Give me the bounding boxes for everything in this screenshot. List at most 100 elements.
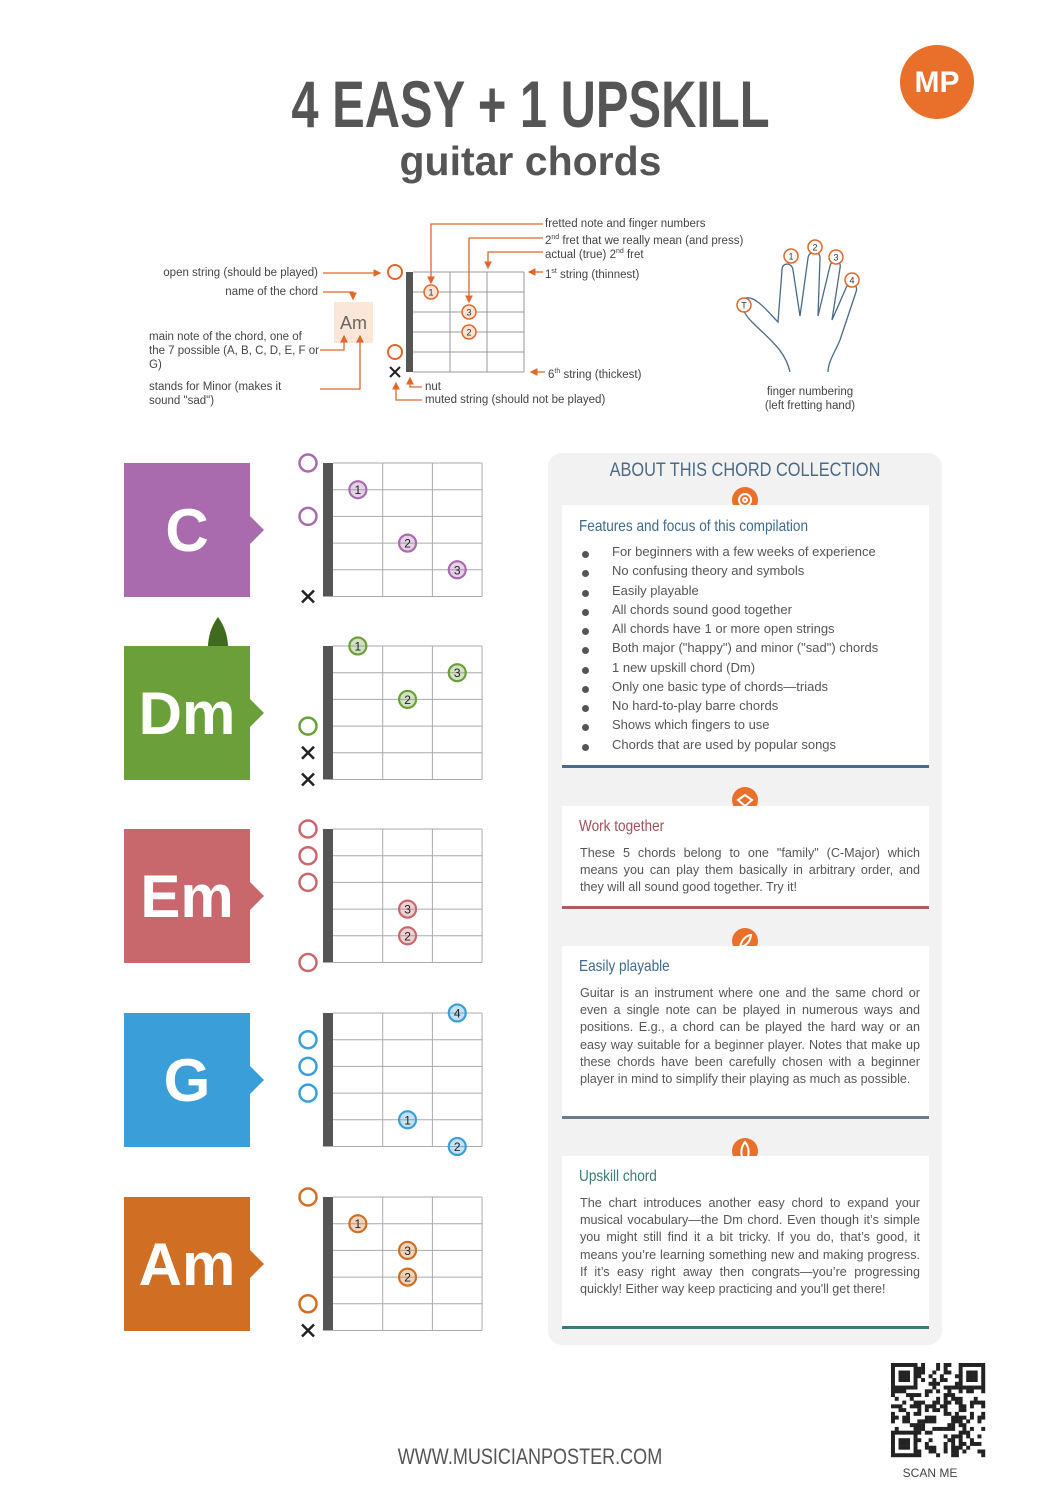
- qr-cell: [909, 1396, 914, 1401]
- card-heading: Features and focus of this compilation: [579, 518, 809, 535]
- qr-cell: [969, 1426, 974, 1431]
- qr-cell: [909, 1404, 914, 1409]
- fretted-note-ring: [398, 926, 418, 946]
- qr-cell: [962, 1430, 967, 1435]
- qr-cell: [943, 1445, 948, 1450]
- qr-cell: [977, 1441, 982, 1446]
- card-heading: Upskill chord: [579, 1168, 657, 1185]
- qr-cell: [943, 1393, 948, 1398]
- qr-cell: [902, 1415, 907, 1420]
- text: actual (true): [545, 248, 610, 261]
- qr-cell: [954, 1411, 959, 1416]
- qr-cell: [913, 1366, 918, 1371]
- qr-cell: [894, 1415, 899, 1420]
- legend-dot: [423, 284, 439, 300]
- finger-number: 1: [355, 1217, 362, 1231]
- open-string: [298, 1056, 318, 1077]
- qr-cell: [932, 1370, 937, 1375]
- qr-cell: [902, 1363, 907, 1367]
- qr-cell: [947, 1426, 952, 1431]
- qr-cell: [917, 1408, 922, 1413]
- legend-label: fretted note and finger numbers: [545, 218, 706, 230]
- qr-cell: [928, 1419, 933, 1424]
- qr-cell: [909, 1393, 914, 1398]
- qr-cell: [981, 1453, 986, 1458]
- legend-open: [387, 264, 403, 280]
- qr-cell: [894, 1426, 899, 1431]
- title: 4 EASY + 1 UPSKILL: [291, 67, 770, 141]
- qr-cell: [962, 1415, 967, 1420]
- qr-cell: [981, 1404, 986, 1409]
- qr-cell: [894, 1389, 899, 1394]
- qr-cell: [932, 1426, 937, 1431]
- qr-cell: [969, 1438, 974, 1443]
- qr-cell: [958, 1370, 963, 1375]
- qr-cell: [958, 1385, 963, 1390]
- legend-label: open string (should be played): [163, 267, 318, 279]
- qr-cell: [913, 1426, 918, 1431]
- qr-cell: [966, 1374, 971, 1379]
- qr-cell: [977, 1385, 982, 1390]
- qr-cell: [906, 1363, 910, 1367]
- qr-cell: [891, 1445, 895, 1450]
- qr-cell: [951, 1445, 956, 1450]
- qr-cell: [902, 1374, 907, 1379]
- open-string: [298, 506, 318, 527]
- feature-item: All chords sound good together: [612, 601, 792, 617]
- qr-cell: [966, 1389, 971, 1394]
- hand-caption: finger numbering: [767, 386, 853, 398]
- qr-cell: [969, 1441, 974, 1446]
- chord-name: Am: [139, 1231, 236, 1298]
- qr-cell: [951, 1438, 956, 1443]
- qr-cell: [981, 1426, 986, 1431]
- qr-cell: [909, 1423, 914, 1428]
- legend-dot: [461, 304, 477, 320]
- qr-cell: [902, 1430, 907, 1435]
- bullet: [582, 647, 589, 655]
- qr-cell: [954, 1381, 959, 1386]
- qr-cell: [917, 1419, 922, 1424]
- qr-code: [891, 1363, 986, 1458]
- qr-cell: [958, 1415, 963, 1420]
- text: nd: [551, 234, 560, 241]
- qr-cell: [962, 1385, 967, 1390]
- chord-name: Dm: [139, 680, 236, 747]
- text: 1: [545, 268, 552, 281]
- qr-cell: [958, 1423, 963, 1428]
- open-string: [298, 872, 318, 893]
- hand-finger: [807, 239, 823, 255]
- qr-cell: [891, 1441, 895, 1446]
- qr-cell: [973, 1385, 978, 1390]
- qr-cell: [913, 1434, 918, 1439]
- qr-cell: [954, 1385, 959, 1390]
- qr-cell: [951, 1419, 956, 1424]
- qr-cell: [981, 1370, 986, 1375]
- qr-cell: [981, 1449, 986, 1454]
- open-string: [298, 716, 318, 736]
- bullet: [582, 551, 589, 558]
- qr-cell: [902, 1408, 907, 1413]
- legend-finger: 3: [466, 308, 471, 318]
- qr-cell: [951, 1415, 956, 1420]
- qr-cell: [954, 1396, 959, 1401]
- qr-cell: [951, 1426, 956, 1431]
- qr-cell: [913, 1449, 918, 1454]
- fretted-note-ring: [398, 1110, 418, 1130]
- qr-cell: [943, 1404, 948, 1409]
- qr-cell: [973, 1370, 978, 1375]
- qr-cell: [969, 1415, 974, 1420]
- qr-cell: [936, 1363, 941, 1367]
- qr-cell: [947, 1363, 952, 1367]
- fretted-note-ring: [447, 1137, 467, 1156]
- legend-finger: 2: [466, 328, 471, 338]
- qr-cell: [932, 1378, 937, 1382]
- qr-cell: [947, 1389, 952, 1394]
- qr-cell: [898, 1430, 903, 1435]
- qr-cell: [943, 1426, 948, 1431]
- qr-cell: [906, 1374, 910, 1379]
- text: th: [554, 368, 561, 375]
- logo-text: MP: [915, 66, 960, 99]
- qr-cell: [966, 1419, 971, 1424]
- chord-box: [124, 1013, 250, 1147]
- qr-cell: [939, 1404, 944, 1409]
